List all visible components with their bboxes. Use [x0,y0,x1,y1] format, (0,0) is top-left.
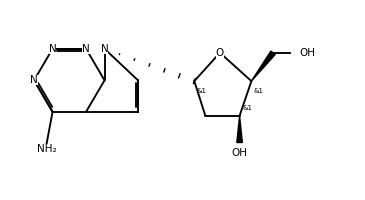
Text: OH: OH [299,48,315,58]
Text: N: N [30,75,38,85]
Text: &1: &1 [253,88,264,94]
Text: O: O [216,48,224,58]
Text: OH: OH [231,148,247,158]
Text: NH₂: NH₂ [37,144,57,154]
Text: &1: &1 [243,105,253,111]
Text: &1: &1 [196,88,206,94]
Text: N: N [82,44,90,54]
Polygon shape [251,51,275,81]
Polygon shape [237,116,242,143]
Text: N: N [49,44,57,54]
Text: N: N [101,44,108,54]
